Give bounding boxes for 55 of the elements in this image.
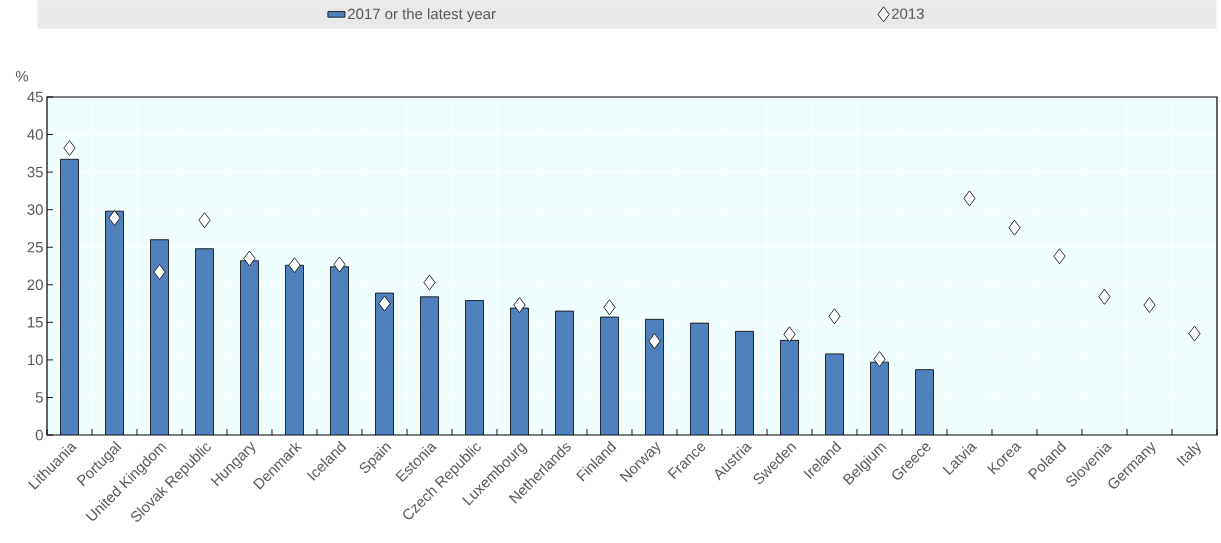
bar [555,310,574,435]
y-tick-label: 15 [28,317,43,328]
y-tick-label: 25 [27,241,43,253]
bar [240,260,259,435]
point [963,190,976,207]
point [198,212,211,229]
bar [330,266,349,435]
bar [870,361,889,435]
x-tick-label: Italy [1176,442,1201,467]
point [873,351,886,368]
y-tick-label: 5 [35,392,43,403]
y-tick-label: 30 [27,204,43,215]
bar [150,239,169,435]
point [1098,288,1111,305]
bar [420,296,439,435]
bar [375,292,394,435]
bar [600,316,619,435]
bar [825,353,844,435]
bar [915,369,934,435]
bar [465,300,484,435]
point [783,326,796,343]
y-tick-label: 45 [27,91,43,103]
point [603,299,616,316]
point [153,264,166,280]
bar [690,322,709,435]
point [1188,325,1201,342]
point [1008,219,1021,236]
point [378,295,391,312]
bar [735,330,754,435]
legend-label: 2017 or the latest year [348,8,496,23]
bar [105,210,124,435]
y-tick-label: 40 [27,129,43,140]
point [288,257,301,274]
point [828,308,841,325]
legend-label: 2013 [891,8,924,19]
bar [60,158,79,435]
y-tick-label: 10 [28,354,43,366]
point [423,274,436,291]
point [108,210,121,226]
bar [645,318,664,435]
y-tick-label: 35 [27,166,43,178]
y-axis-title: % [15,71,29,82]
y-tick-label: 0 [35,429,43,441]
bar [510,307,529,435]
bar [285,264,304,435]
y-tick-label: 20 [27,279,43,291]
point [63,140,76,156]
bar [780,339,799,435]
point [1143,297,1156,313]
bar [195,248,214,435]
point [513,297,526,313]
point [243,250,256,267]
point [648,333,661,350]
point [333,256,346,273]
point [1053,248,1066,265]
